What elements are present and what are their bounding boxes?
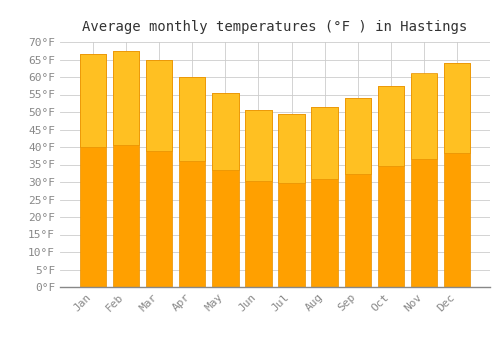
Bar [212, 93, 238, 287]
Bar [444, 63, 470, 153]
Bar [80, 54, 106, 147]
Bar [411, 74, 438, 287]
Bar [245, 110, 272, 181]
Bar [80, 54, 106, 287]
Bar [278, 114, 305, 183]
Bar [112, 51, 139, 145]
Bar [312, 107, 338, 179]
Bar [179, 77, 206, 161]
Bar [179, 77, 206, 287]
Title: Average monthly temperatures (°F ) in Hastings: Average monthly temperatures (°F ) in Ha… [82, 20, 468, 34]
Bar [444, 63, 470, 287]
Bar [411, 74, 438, 159]
Bar [312, 107, 338, 287]
Bar [378, 86, 404, 287]
Bar [146, 60, 172, 150]
Bar [278, 114, 305, 287]
Bar [245, 110, 272, 287]
Bar [146, 60, 172, 287]
Bar [112, 51, 139, 287]
Bar [378, 86, 404, 166]
Bar [344, 98, 371, 174]
Bar [212, 93, 238, 170]
Bar [344, 98, 371, 287]
